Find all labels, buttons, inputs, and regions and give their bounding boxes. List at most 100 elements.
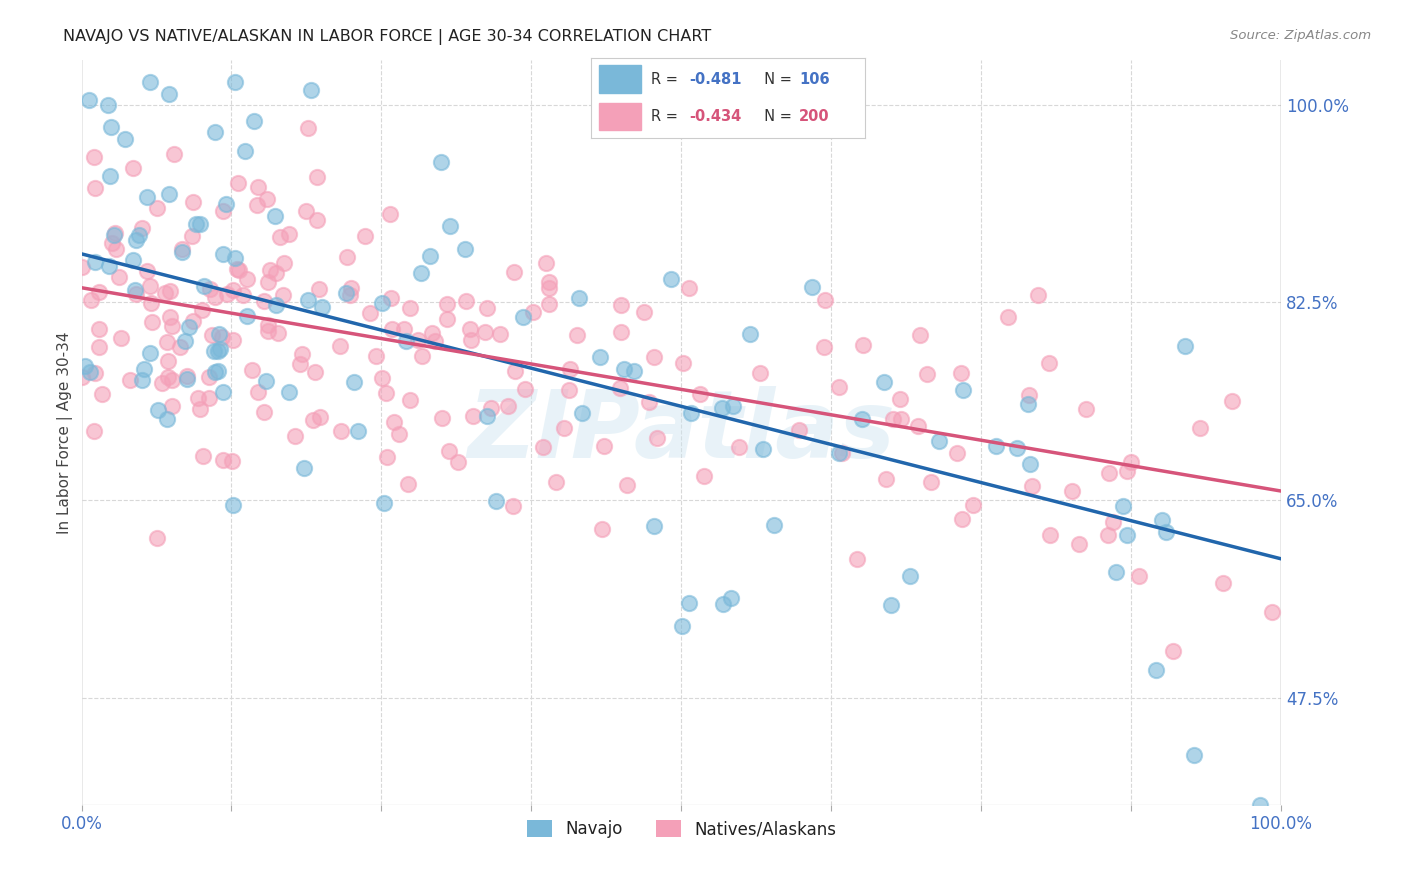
Natives/Alaskans — [257, 324, 280, 338]
Natives/Alaskans — [304, 365, 326, 379]
Natives/Alaskans — [591, 523, 613, 537]
Natives/Alaskans — [180, 228, 202, 243]
Natives/Alaskans — [84, 180, 107, 194]
Natives/Alaskans — [475, 301, 498, 315]
Navajo — [762, 518, 785, 533]
Natives/Alaskans — [1038, 356, 1060, 370]
Natives/Alaskans — [411, 349, 433, 363]
Natives/Alaskans — [339, 288, 361, 302]
Navajo — [184, 217, 207, 231]
Natives/Alaskans — [353, 228, 375, 243]
Navajo — [1174, 338, 1197, 352]
Natives/Alaskans — [831, 446, 853, 460]
Natives/Alaskans — [920, 475, 942, 489]
Navajo — [209, 343, 232, 357]
Natives/Alaskans — [565, 328, 588, 343]
Navajo — [346, 424, 368, 438]
Natives/Alaskans — [962, 498, 984, 512]
Natives/Alaskans — [380, 206, 402, 220]
Navajo — [207, 363, 229, 377]
Navajo — [79, 93, 101, 107]
Text: N =: N = — [755, 109, 797, 124]
Bar — [599, 65, 641, 93]
Natives/Alaskans — [592, 439, 614, 453]
Natives/Alaskans — [1128, 569, 1150, 583]
Natives/Alaskans — [176, 369, 198, 384]
Natives/Alaskans — [610, 325, 633, 339]
Navajo — [659, 272, 682, 286]
Natives/Alaskans — [221, 454, 243, 468]
Natives/Alaskans — [87, 340, 110, 354]
Navajo — [571, 406, 593, 420]
Navajo — [880, 598, 903, 612]
Natives/Alaskans — [436, 312, 458, 326]
Natives/Alaskans — [643, 350, 665, 364]
Natives/Alaskans — [104, 242, 127, 256]
Navajo — [851, 412, 873, 426]
Natives/Alaskans — [145, 201, 167, 215]
Navajo — [1249, 797, 1271, 812]
Natives/Alaskans — [172, 242, 194, 256]
Navajo — [114, 131, 136, 145]
Natives/Alaskans — [1161, 643, 1184, 657]
Natives/Alaskans — [950, 511, 973, 525]
Text: 200: 200 — [799, 109, 830, 124]
Natives/Alaskans — [1261, 606, 1284, 620]
Navajo — [485, 493, 508, 508]
Navajo — [299, 83, 322, 97]
Navajo — [873, 376, 896, 390]
Navajo — [370, 295, 392, 310]
Navajo — [419, 249, 441, 263]
Text: 106: 106 — [799, 72, 830, 87]
Natives/Alaskans — [110, 331, 132, 345]
Natives/Alaskans — [70, 370, 93, 384]
Natives/Alaskans — [456, 293, 478, 308]
Natives/Alaskans — [1212, 575, 1234, 590]
Navajo — [430, 154, 453, 169]
Natives/Alaskans — [950, 367, 973, 381]
Natives/Alaskans — [1220, 394, 1243, 409]
Natives/Alaskans — [728, 440, 751, 454]
Navajo — [335, 286, 357, 301]
Navajo — [512, 310, 534, 324]
Navajo — [138, 75, 160, 89]
Natives/Alaskans — [394, 321, 416, 335]
Natives/Alaskans — [538, 297, 561, 311]
Natives/Alaskans — [1097, 528, 1119, 542]
Navajo — [103, 227, 125, 242]
Navajo — [623, 364, 645, 378]
Natives/Alaskans — [420, 326, 443, 340]
Natives/Alaskans — [436, 296, 458, 310]
Natives/Alaskans — [136, 264, 159, 278]
Natives/Alaskans — [187, 391, 209, 405]
Text: Source: ZipAtlas.com: Source: ZipAtlas.com — [1230, 29, 1371, 42]
Natives/Alaskans — [198, 282, 221, 296]
Natives/Alaskans — [814, 293, 837, 307]
Natives/Alaskans — [1121, 455, 1143, 469]
Navajo — [373, 496, 395, 510]
Natives/Alaskans — [609, 381, 631, 395]
Natives/Alaskans — [496, 400, 519, 414]
Natives/Alaskans — [917, 367, 939, 381]
Legend: Navajo, Natives/Alaskans: Navajo, Natives/Alaskans — [520, 814, 842, 845]
Natives/Alaskans — [423, 334, 446, 349]
Navajo — [222, 498, 245, 512]
Natives/Alaskans — [236, 272, 259, 286]
Navajo — [1112, 500, 1135, 514]
Natives/Alaskans — [232, 288, 254, 302]
Navajo — [801, 280, 824, 294]
Natives/Alaskans — [307, 170, 329, 185]
Natives/Alaskans — [330, 425, 353, 439]
Navajo — [128, 227, 150, 242]
Natives/Alaskans — [309, 410, 332, 425]
Natives/Alaskans — [889, 392, 911, 406]
Natives/Alaskans — [159, 310, 181, 324]
Text: -0.481: -0.481 — [689, 72, 742, 87]
Natives/Alaskans — [295, 204, 318, 219]
Navajo — [671, 618, 693, 632]
Navajo — [984, 439, 1007, 453]
Navajo — [710, 401, 733, 415]
Natives/Alaskans — [288, 357, 311, 371]
Navajo — [1019, 458, 1042, 472]
Natives/Alaskans — [80, 293, 103, 307]
